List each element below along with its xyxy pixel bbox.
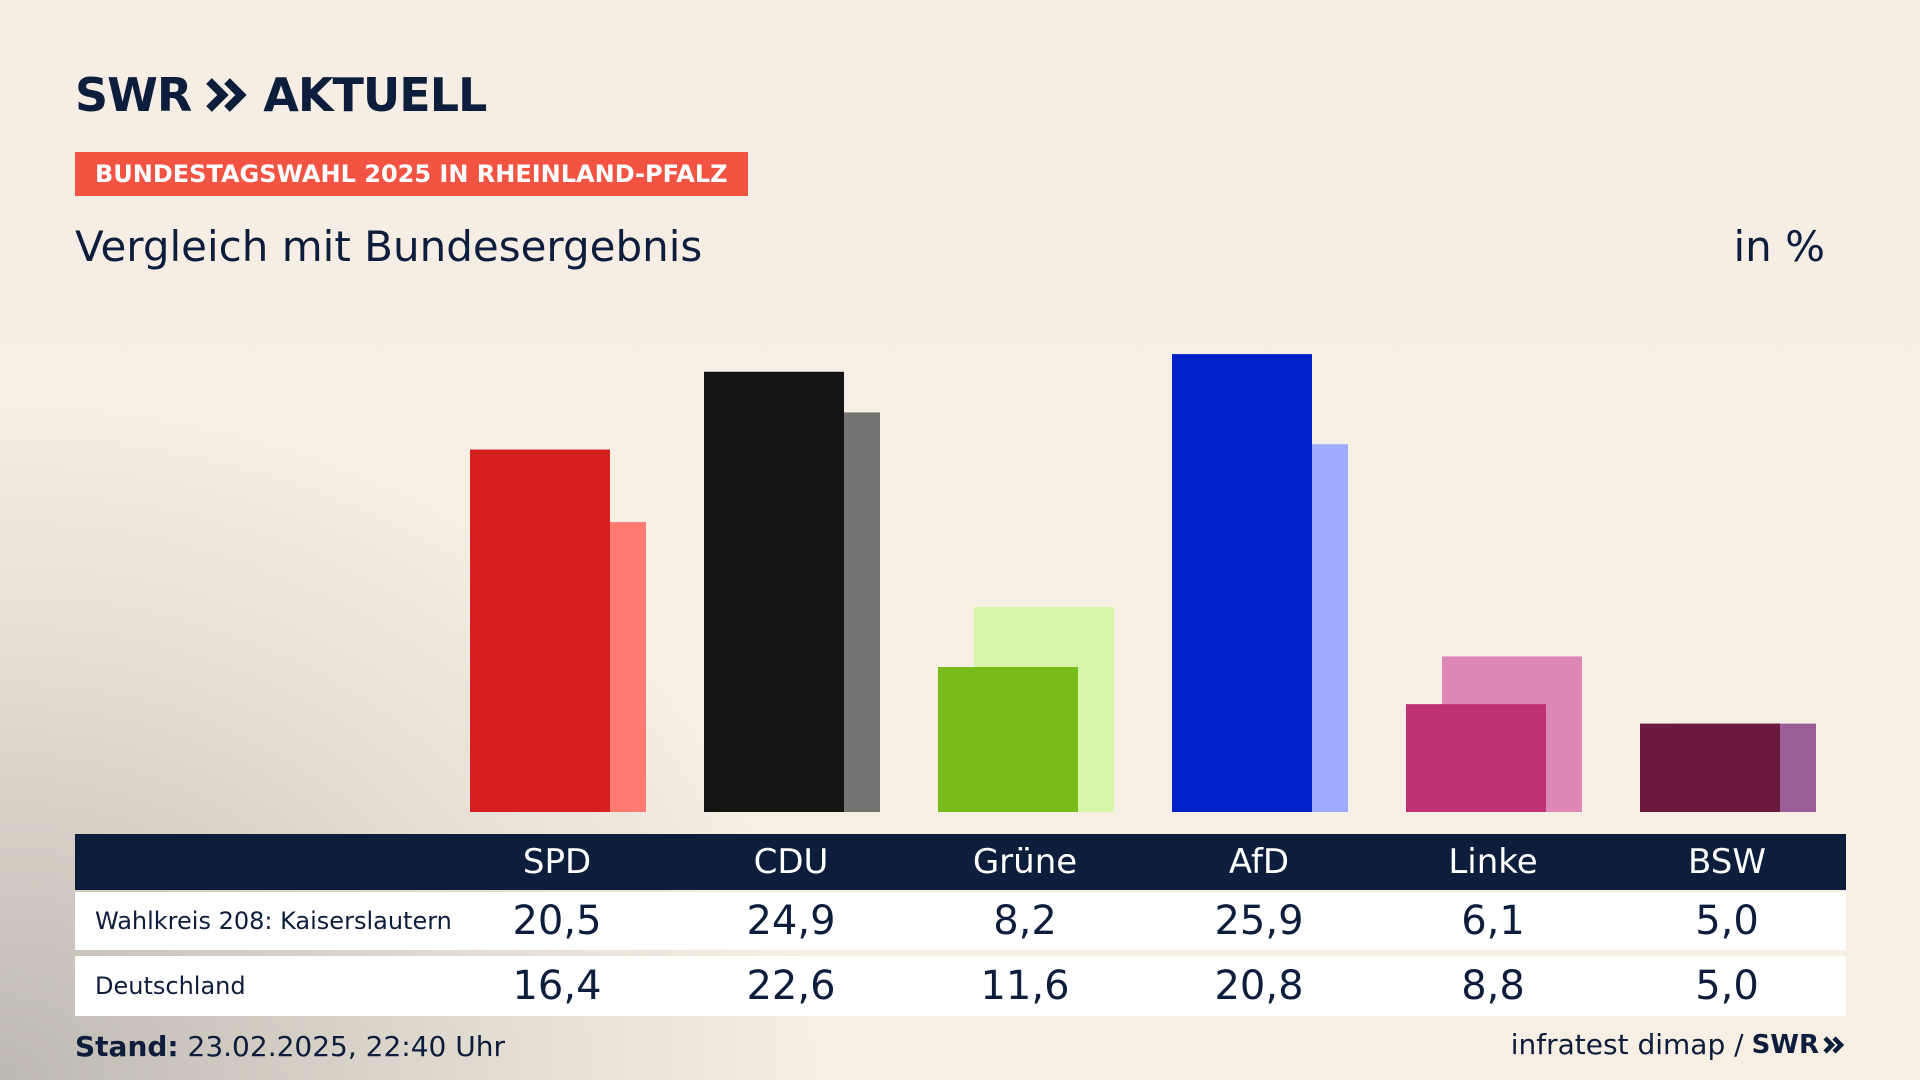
table-header: SPD CDU Grüne AfD Linke BSW [75,834,1846,890]
table-row-deutschland: Deutschland 16,4 22,6 11,6 20,8 8,8 5,0 [75,956,1846,1016]
bar-wahlkreis-cdu [704,371,844,812]
header-linke: Linke [1448,842,1538,882]
table-row-wahlkreis: Wahlkreis 208: Kaiserslautern 20,5 24,9 … [75,892,1846,950]
value-cell: 20,5 [512,898,602,944]
header-afd: AfD [1228,842,1290,882]
value-cell: 5,0 [1695,963,1759,1009]
double-chevron-icon [1823,1035,1845,1054]
row-label-wahlkreis: Wahlkreis 208: Kaiserslautern [95,907,452,935]
value-cell: 22,6 [746,963,836,1009]
stand-label: Stand: [75,1030,179,1063]
source-text: infratest dimap / [1510,1028,1744,1061]
value-cell: 8,2 [993,898,1057,944]
bar-wahlkreis-grüne [938,667,1078,812]
stand-value: 23.02.2025, 22:40 Uhr [187,1030,505,1063]
footer-swr-logo: SWR [1752,1030,1845,1060]
logo-swr-text: SWR [75,68,192,122]
chart-subtitle: Vergleich mit Bundesergebnis [75,222,703,271]
header-spd: SPD [522,842,592,882]
results-table: SPD CDU Grüne AfD Linke BSW Wahlkreis 20… [75,834,1846,1016]
value-cell: 20,8 [1214,963,1304,1009]
bar-wahlkreis-bsw [1640,723,1780,812]
value-cell: 5,0 [1695,898,1759,944]
value-cell: 16,4 [512,963,602,1009]
header-cdu: CDU [753,842,829,882]
value-cell: 8,8 [1461,963,1525,1009]
bar-wahlkreis-spd [470,449,610,812]
footer-logo-text: SWR [1751,1029,1819,1060]
value-cell: 25,9 [1214,898,1304,944]
header-bsw: BSW [1688,842,1766,882]
row-label-deutschland: Deutschland [95,972,246,1000]
logo-aktuell-text: AKTUELL [263,68,487,122]
bar-chart [470,354,1816,812]
swr-aktuell-logo: SWR AKTUELL [75,68,487,122]
bar-wahlkreis-linke [1406,704,1546,812]
bar-wahlkreis-afd [1172,354,1312,812]
double-chevron-icon [206,78,247,112]
value-cell: 24,9 [746,898,836,944]
election-badge: BUNDESTAGSWAHL 2025 IN RHEINLAND-PFALZ [75,152,748,196]
timestamp: Stand: 23.02.2025, 22:40 Uhr [75,1030,505,1063]
value-cell: 6,1 [1461,898,1525,944]
header-gruene: Grüne [972,842,1078,882]
value-cell: 11,6 [980,963,1070,1009]
source-credit: infratest dimap / SWR [1511,1028,1845,1061]
unit-label: in % [1733,222,1825,271]
